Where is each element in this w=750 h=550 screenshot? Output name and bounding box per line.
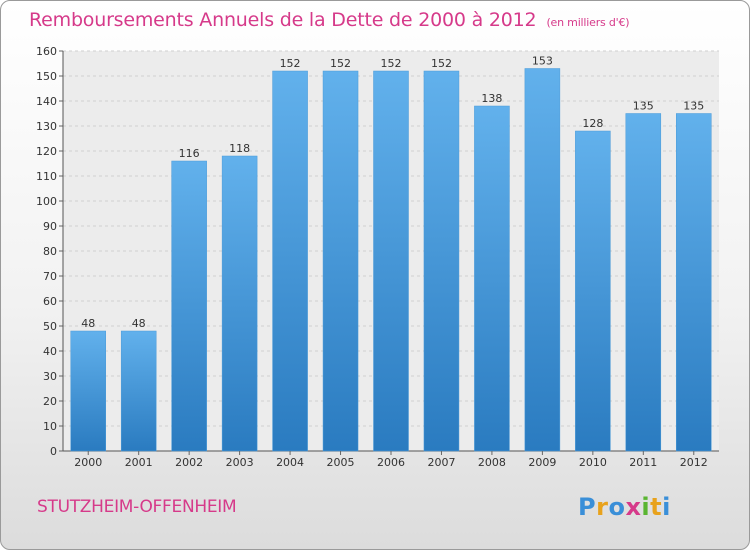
y-tick-label: 160 (36, 45, 57, 58)
logo-letter: i (641, 493, 651, 521)
y-tick-label: 130 (36, 120, 57, 133)
bar-value-label: 128 (582, 117, 603, 130)
y-tick-label: 60 (43, 295, 57, 308)
bar-value-label: 152 (381, 57, 402, 70)
x-tick-label: 2002 (175, 456, 203, 469)
bar-value-label: 153 (532, 55, 553, 68)
bar (625, 113, 662, 452)
y-tick-label: 40 (43, 345, 57, 358)
bar (524, 68, 561, 452)
x-tick-label: 2005 (327, 456, 355, 469)
x-tick-label: 2003 (226, 456, 254, 469)
bar (120, 330, 157, 452)
bar (474, 105, 510, 452)
x-tick-label: 2011 (629, 456, 657, 469)
logo-letter: t (650, 493, 663, 521)
y-tick-label: 90 (43, 220, 57, 233)
y-tick-label: 80 (43, 245, 57, 258)
bar-value-label: 138 (481, 92, 502, 105)
logo-letter: r (596, 493, 609, 521)
x-tick-label: 2007 (427, 456, 455, 469)
bar (373, 70, 409, 452)
x-tick-label: 2000 (74, 456, 102, 469)
x-tick-label: 2010 (579, 456, 607, 469)
bar (322, 70, 359, 452)
bar-value-label: 135 (683, 100, 704, 113)
y-tick-label: 120 (36, 145, 57, 158)
bar-value-label: 152 (431, 57, 452, 70)
x-tick-label: 2009 (528, 456, 556, 469)
proxiti-logo: Proxiti (578, 493, 671, 521)
bar (221, 155, 258, 452)
x-tick-label: 2004 (276, 456, 304, 469)
bar-value-label: 152 (280, 57, 301, 70)
bar (575, 130, 611, 452)
chart-title-text: Remboursements Annuels de la Dette de 20… (29, 9, 537, 31)
bar (676, 113, 712, 452)
y-tick-label: 10 (43, 420, 57, 433)
unit-label: (en milliers d'€) (546, 16, 630, 29)
logo-letter: i (662, 493, 671, 521)
y-tick-label: 50 (43, 320, 57, 333)
y-tick-label: 20 (43, 395, 57, 408)
bar (70, 330, 106, 452)
logo-letter: P (578, 493, 597, 521)
commune-name: STUTZHEIM-OFFENHEIM (37, 497, 237, 517)
y-tick-label: 0 (50, 445, 57, 458)
x-tick-label: 2006 (377, 456, 405, 469)
bar (272, 70, 308, 452)
bar (171, 160, 207, 452)
y-tick-label: 100 (36, 195, 57, 208)
logo-letter: x (625, 493, 642, 521)
chart-title: Remboursements Annuels de la Dette de 20… (29, 9, 630, 31)
bar-value-label: 116 (179, 147, 200, 160)
bar-value-label: 118 (229, 142, 250, 155)
x-tick-label: 2008 (478, 456, 506, 469)
x-tick-label: 2012 (680, 456, 708, 469)
x-tick-label: 2001 (125, 456, 153, 469)
bar-value-label: 135 (633, 100, 654, 113)
bar-value-label: 48 (81, 317, 95, 330)
y-tick-label: 30 (43, 370, 57, 383)
bar-value-label: 152 (330, 57, 351, 70)
y-tick-label: 140 (36, 95, 57, 108)
bar-value-label: 48 (132, 317, 146, 330)
y-tick-label: 70 (43, 270, 57, 283)
y-tick-label: 110 (36, 170, 57, 183)
y-tick-label: 150 (36, 70, 57, 83)
logo-letter: o (608, 493, 626, 521)
bar (423, 70, 460, 452)
